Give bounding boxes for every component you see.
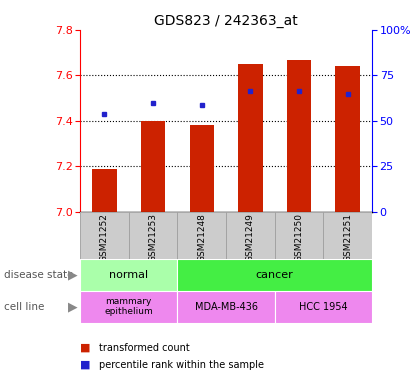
Text: transformed count: transformed count: [99, 343, 189, 353]
Text: GSM21249: GSM21249: [246, 213, 255, 262]
Bar: [80, 259, 178, 291]
Text: ■: ■: [80, 343, 91, 353]
Bar: [189, 126, 214, 212]
Bar: [287, 60, 311, 212]
Bar: [80, 212, 129, 259]
Bar: [178, 291, 275, 322]
Text: cancer: cancer: [256, 270, 293, 280]
Text: HCC 1954: HCC 1954: [299, 302, 348, 312]
Text: normal: normal: [109, 270, 148, 280]
Bar: [178, 259, 372, 291]
Text: cell line: cell line: [4, 302, 44, 312]
Text: MDA-MB-436: MDA-MB-436: [194, 302, 258, 312]
Text: GSM21251: GSM21251: [343, 213, 352, 262]
Bar: [80, 291, 178, 322]
Bar: [226, 212, 275, 259]
Bar: [275, 212, 323, 259]
Text: ■: ■: [80, 360, 91, 369]
Text: percentile rank within the sample: percentile rank within the sample: [99, 360, 263, 369]
Text: GSM21252: GSM21252: [100, 213, 109, 262]
Text: disease state: disease state: [4, 270, 74, 280]
Text: ▶: ▶: [69, 268, 78, 281]
Bar: [238, 64, 263, 212]
Text: mammary
epithelium: mammary epithelium: [104, 297, 153, 316]
Bar: [323, 212, 372, 259]
Text: GSM21253: GSM21253: [149, 213, 157, 262]
Bar: [178, 212, 226, 259]
Text: GSM21250: GSM21250: [295, 213, 303, 262]
Bar: [92, 169, 117, 212]
Bar: [335, 66, 360, 212]
Bar: [141, 121, 165, 212]
Bar: [129, 212, 178, 259]
Text: ▶: ▶: [69, 300, 78, 313]
Title: GDS823 / 242363_at: GDS823 / 242363_at: [154, 13, 298, 28]
Bar: [275, 291, 372, 322]
Text: GSM21248: GSM21248: [197, 213, 206, 262]
